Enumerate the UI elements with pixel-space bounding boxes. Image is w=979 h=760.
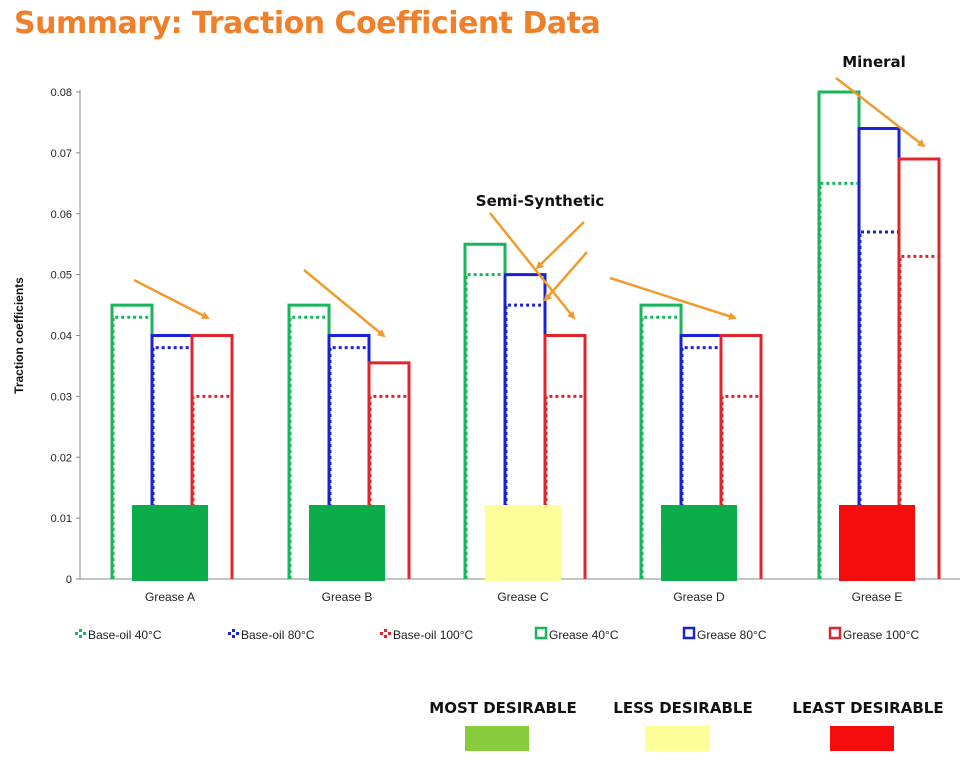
- legend-marker: [384, 635, 387, 638]
- legend-item: Grease 100°C: [828, 626, 920, 642]
- legend-item: Base-oil 80°C: [228, 628, 315, 642]
- desirability-label: MOST DESIRABLE: [429, 699, 577, 717]
- annotation-label: Semi-Synthetic: [476, 192, 604, 210]
- legend-marker: [380, 632, 383, 635]
- legend-item: Grease 80°C: [682, 626, 767, 642]
- y-tick-label: 0.05: [51, 270, 72, 282]
- bar-group: Grease B: [287, 303, 411, 604]
- trend-arrow: [133, 278, 210, 320]
- legend-marker: [228, 632, 231, 635]
- legend-marker: [232, 635, 235, 638]
- semi-synthetic-arrow: [535, 221, 585, 270]
- legend-item: Grease 40°C: [534, 626, 619, 642]
- y-tick-label: 0.08: [51, 87, 72, 99]
- page-title: Summary: Traction Coefficient Data: [14, 6, 601, 41]
- legend-marker: [236, 632, 239, 635]
- category-label: Grease A: [145, 590, 195, 604]
- bar-group: Grease E: [817, 90, 941, 604]
- traction-chart: 0 0.01 0.02 0.03 0.04 0.05 0.06 0.07 0.08 Tractio…: [12, 53, 960, 642]
- legend-label: Base-oil 100°C: [393, 628, 474, 642]
- legend-label: Base-oil 80°C: [241, 628, 315, 642]
- base-oil-bar: [858, 230, 898, 579]
- annotation-label: Mineral: [842, 53, 906, 71]
- base-oil-bar: [504, 303, 544, 579]
- category-label: Grease B: [322, 590, 373, 604]
- semi-synthetic-arrow: [543, 251, 588, 302]
- mineral-arrow: [835, 77, 926, 148]
- legend-marker: [384, 629, 387, 632]
- y-tick-label: 0.06: [51, 209, 72, 221]
- desirability-label: LESS DESIRABLE: [613, 699, 753, 717]
- legend-marker: [534, 626, 548, 640]
- desirability-block: [309, 505, 385, 581]
- legend-marker: [828, 626, 842, 640]
- trend-arrow: [609, 276, 737, 320]
- legend-marker: [79, 635, 82, 638]
- bar-group: Grease D: [639, 303, 763, 604]
- base-oil-bar: [818, 181, 858, 579]
- desirability-swatch: [830, 726, 894, 751]
- legend-marker: [388, 632, 391, 635]
- desirability-swatch: [645, 726, 709, 751]
- y-tick-label: 0.04: [51, 331, 72, 343]
- bar-group: Grease A: [110, 303, 234, 604]
- semi-synthetic-arrow: [489, 212, 576, 320]
- bar-group: Grease C: [463, 242, 587, 604]
- y-tick-label: 0: [66, 574, 72, 586]
- legend-item: Base-oil 100°C: [380, 628, 474, 642]
- y-tick-label: 0.07: [51, 148, 72, 160]
- y-tick-label: 0.01: [51, 513, 72, 525]
- legend-label: Base-oil 40°C: [88, 628, 162, 642]
- y-tick-label: 0.02: [51, 452, 72, 464]
- legend-marker: [75, 632, 78, 635]
- desirability-swatch: [465, 726, 529, 751]
- category-label: Grease E: [852, 590, 903, 604]
- desirability-block: [661, 505, 737, 581]
- category-label: Grease C: [497, 590, 549, 604]
- y-tick-label: 0.03: [51, 391, 72, 403]
- y-axis-label: Traction coefficients: [12, 277, 26, 394]
- legend-marker: [79, 629, 82, 632]
- legend-label: Grease 100°C: [843, 628, 920, 642]
- legend-label: Grease 40°C: [549, 628, 619, 642]
- desirability-label: LEAST DESIRABLE: [792, 699, 944, 717]
- legend-label: Grease 80°C: [697, 628, 767, 642]
- trend-arrow: [303, 269, 386, 338]
- desirability-block: [485, 505, 561, 581]
- legend-item: Base-oil 40°C: [75, 628, 162, 642]
- desirability-block: [132, 505, 208, 581]
- desirability-block: [839, 505, 915, 581]
- legend-marker: [232, 629, 235, 632]
- legend-marker: [682, 626, 696, 640]
- legend-marker: [83, 632, 86, 635]
- category-label: Grease D: [673, 590, 725, 604]
